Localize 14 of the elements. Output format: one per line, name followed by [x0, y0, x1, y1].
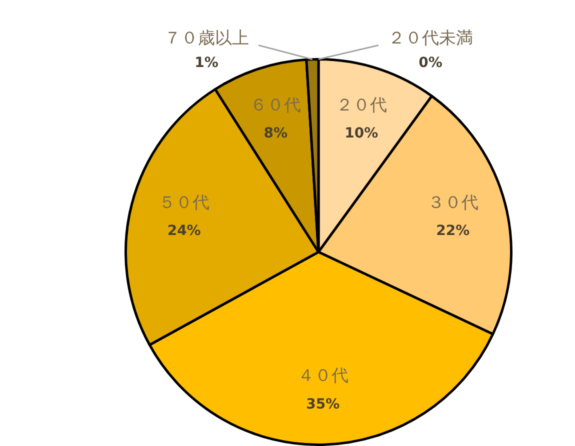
data-label: 22%	[436, 223, 470, 240]
data-label: 1%	[194, 54, 218, 71]
slice-label: ７０歳以上	[164, 28, 249, 49]
slice-label: ５０代	[158, 192, 210, 213]
slice-label: ２０代	[336, 95, 387, 116]
data-label: 10%	[344, 126, 378, 142]
slice-label: ６０代	[250, 95, 302, 116]
slice-label: ３０代	[427, 192, 478, 213]
category-label: ２０代未満	[388, 28, 473, 49]
data-label: 35%	[306, 396, 340, 412]
data-label: 8%	[264, 126, 288, 142]
text: 0%	[418, 54, 442, 71]
slice-label: ４０代	[297, 366, 348, 386]
data-label: 24%	[167, 223, 201, 240]
